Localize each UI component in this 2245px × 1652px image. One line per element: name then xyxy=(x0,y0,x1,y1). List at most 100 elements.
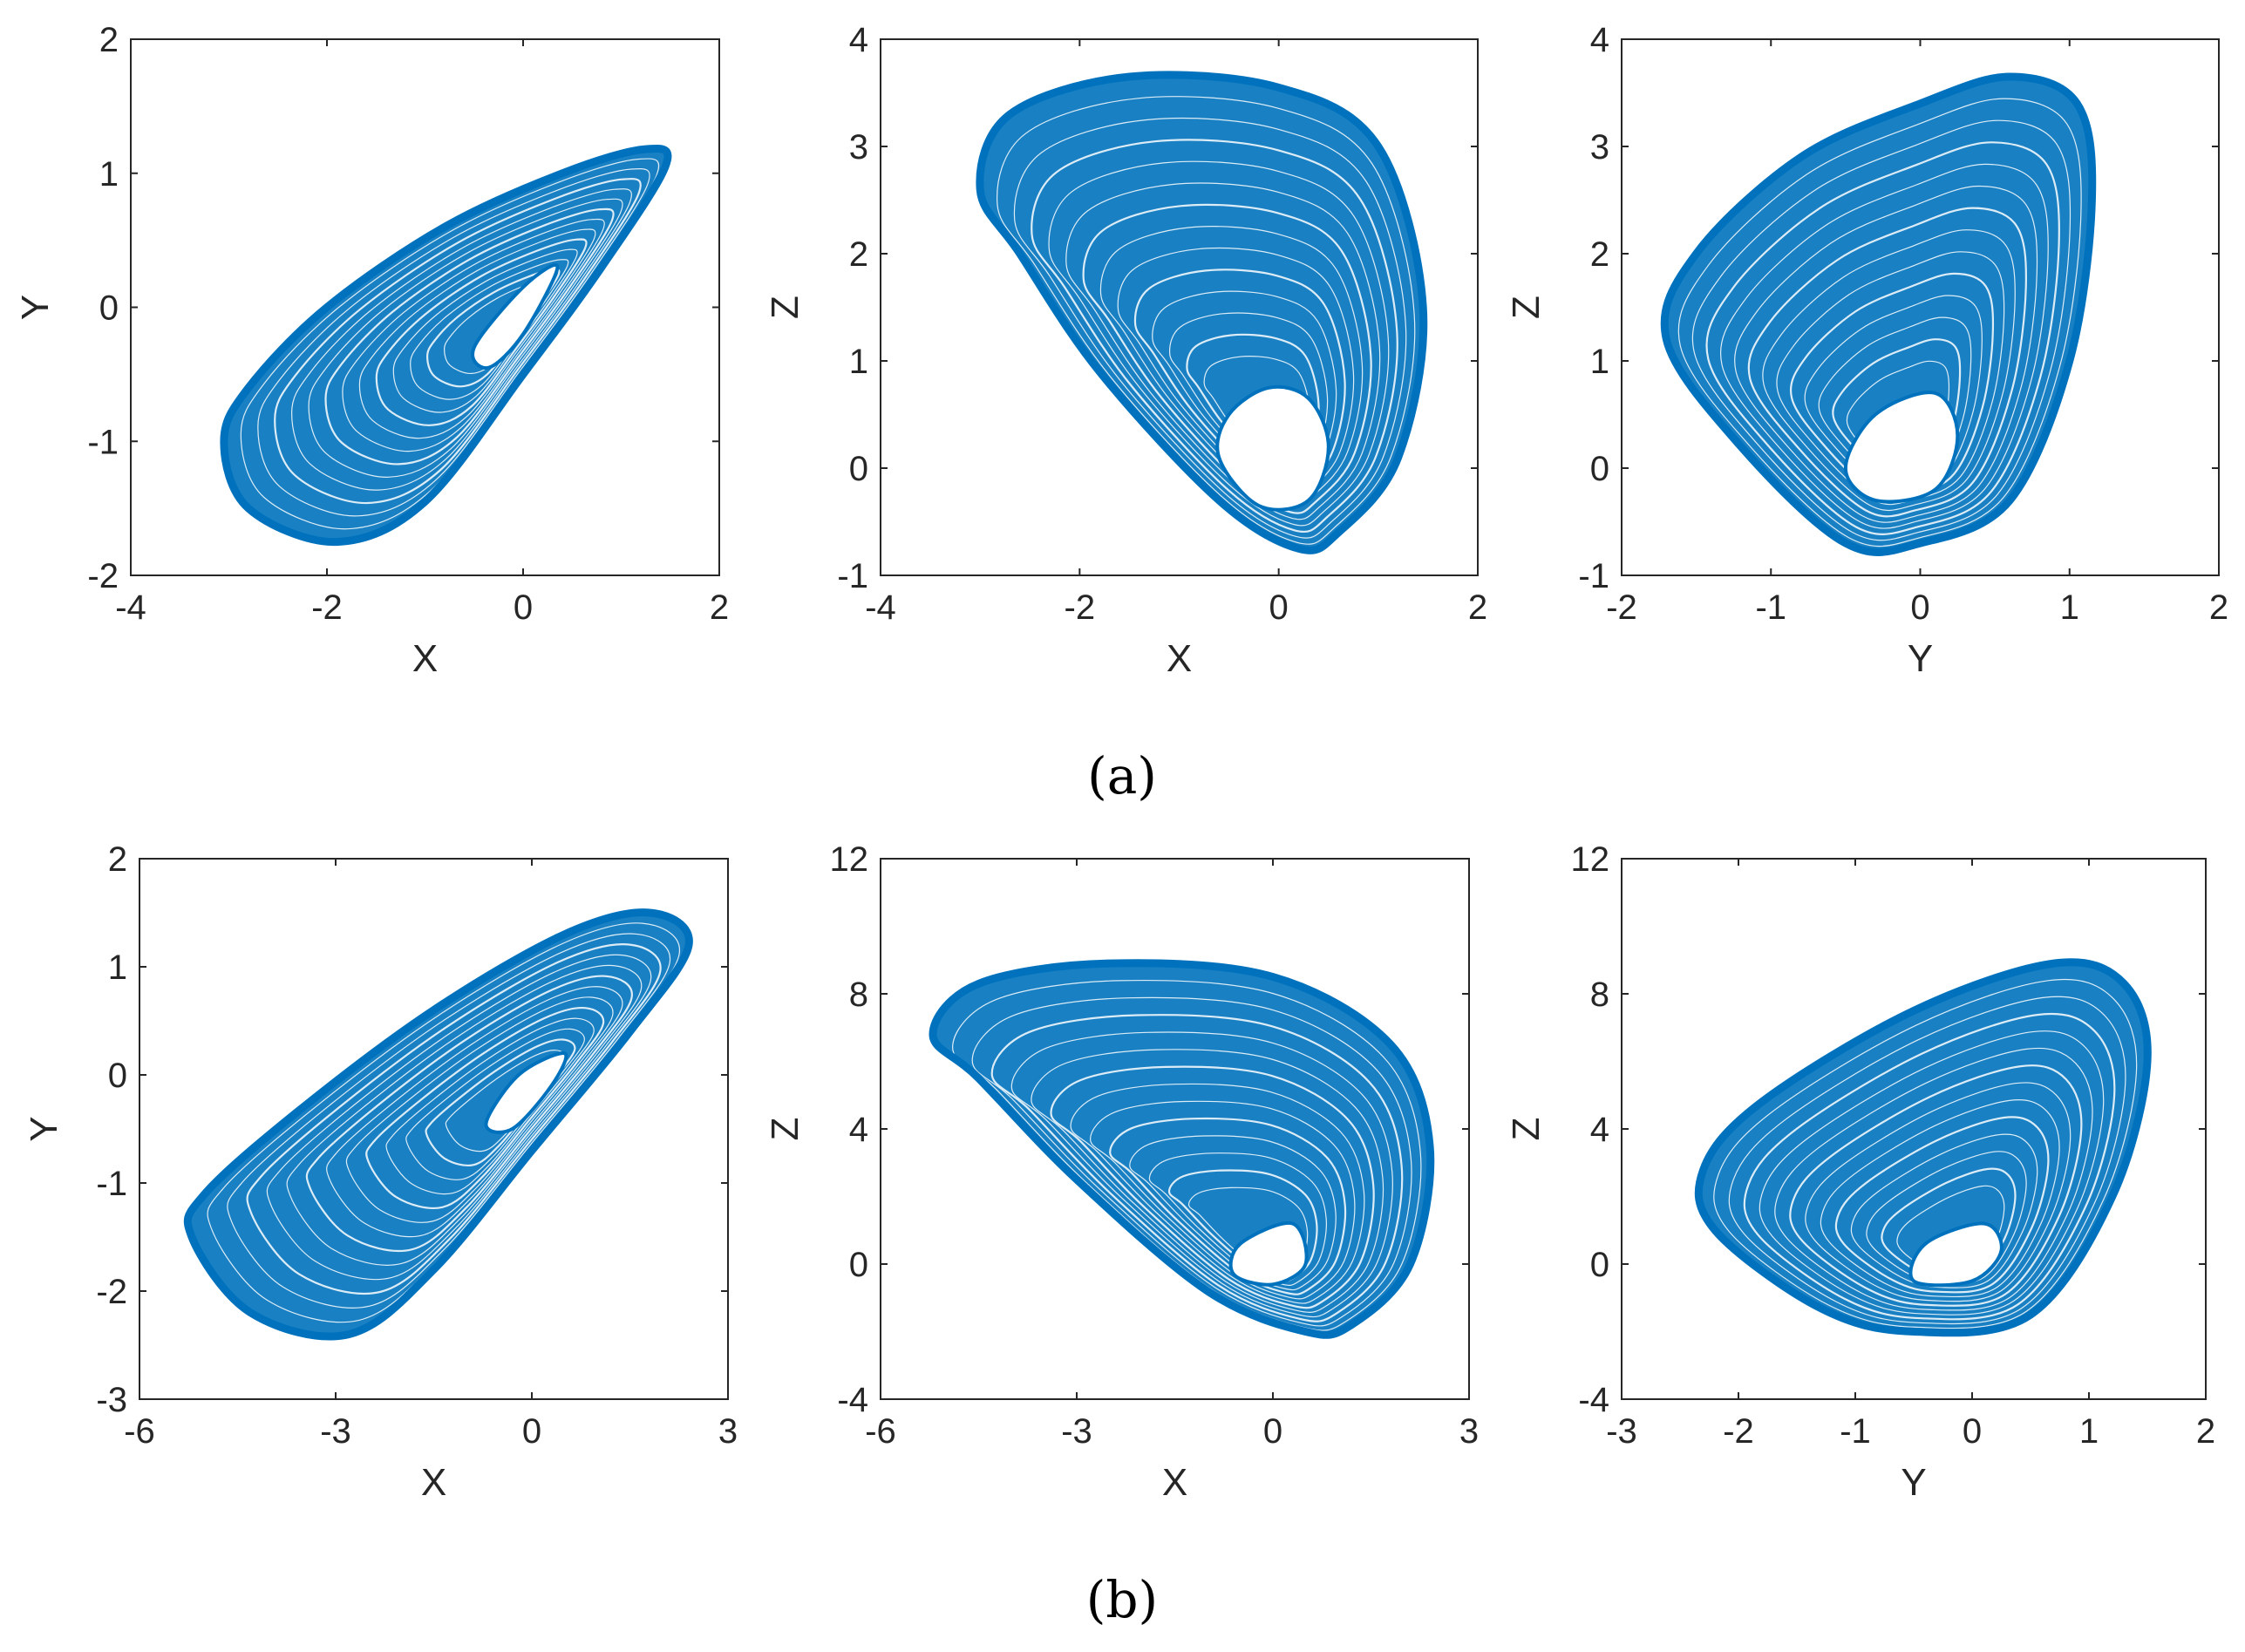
x-tick-label: -3 xyxy=(1606,1412,1637,1451)
y-tick-label: -2 xyxy=(96,1273,127,1311)
orbit-gap xyxy=(1705,141,2060,535)
y-axis-label: Z xyxy=(1505,296,1548,319)
orbit-band xyxy=(187,912,690,1336)
orbit-gap xyxy=(1743,1012,2116,1321)
orbit-band xyxy=(979,74,1424,551)
x-tick-label: -3 xyxy=(320,1412,351,1451)
orbit-gap xyxy=(1805,1082,2072,1302)
orbit-gap xyxy=(1728,996,2126,1325)
y-tick-label: 8 xyxy=(1590,976,1609,1014)
orbit-gap xyxy=(1820,1099,2060,1298)
orbit-gap xyxy=(308,198,623,478)
orbit-gap xyxy=(951,979,1422,1331)
orbit-gap xyxy=(1789,1064,2083,1307)
y-axis-label: Z xyxy=(764,1118,806,1141)
orbit-gap xyxy=(342,218,605,452)
orbit-gap xyxy=(1109,1117,1347,1295)
orbit-gap xyxy=(1031,1049,1384,1314)
orbit-band xyxy=(223,148,668,542)
y-tick-label: 2 xyxy=(108,840,127,879)
orbit-outer xyxy=(929,959,1435,1339)
y-tick-label: -2 xyxy=(87,557,119,595)
axes-frame xyxy=(880,38,1479,576)
orbit-gap xyxy=(1129,1135,1337,1291)
x-tick-label: 2 xyxy=(2209,588,2228,627)
orbit-hole xyxy=(1215,384,1330,512)
y-tick-label: 1 xyxy=(108,948,127,987)
orbit-gap xyxy=(365,1006,605,1209)
y-tick-label: 0 xyxy=(99,289,119,328)
orbit-outer xyxy=(183,908,693,1341)
orbit-gap xyxy=(1734,185,2038,523)
orbit-gap xyxy=(1148,1152,1327,1287)
orbit-gap xyxy=(990,1014,1404,1322)
orbit-gap xyxy=(1713,978,2138,1329)
panel-a2: -4 -2 0 2 -1 0 1 2 3 4 X Z xyxy=(764,21,1487,680)
y-tick-label: 1 xyxy=(1590,343,1609,381)
orbit-gap xyxy=(1050,1065,1375,1309)
x-tick-label: 2 xyxy=(1468,588,1487,627)
x-tick-label: 2 xyxy=(710,588,729,627)
x-tick-label: 0 xyxy=(522,1412,541,1451)
orbit-gap xyxy=(246,943,662,1295)
orbit-gap xyxy=(1762,229,2016,512)
orbit-gap xyxy=(305,975,633,1253)
attractor-b3 xyxy=(1694,958,2152,1337)
x-axis-label: X xyxy=(1162,1461,1187,1504)
y-tick-label: 3 xyxy=(1590,128,1609,167)
y-tick-label: 0 xyxy=(849,450,868,488)
x-tick-label: 3 xyxy=(718,1412,738,1451)
y-tick-label: 1 xyxy=(99,155,119,194)
orbit-gap xyxy=(1677,98,2082,547)
orbit-gap xyxy=(1099,226,1364,508)
caption-a: (a) xyxy=(1087,746,1157,806)
x-tick-label: -4 xyxy=(115,588,146,627)
orbit-gap xyxy=(1691,119,2072,541)
orbit-gap xyxy=(1010,1031,1393,1318)
y-tick-label: 0 xyxy=(108,1057,127,1095)
y-tick-label: -1 xyxy=(87,423,119,461)
y-tick-label: -4 xyxy=(837,1381,868,1419)
x-tick-label: 1 xyxy=(2060,588,2079,627)
y-tick-label: 2 xyxy=(99,21,119,59)
orbit-gap xyxy=(1065,182,1381,520)
x-tick-label: -4 xyxy=(865,588,896,627)
orbit-gap xyxy=(345,996,614,1223)
orbit-hole xyxy=(1228,1220,1309,1287)
orbit-gap xyxy=(1774,1047,2093,1311)
orbit-gap xyxy=(1013,117,1407,539)
y-tick-label: 1 xyxy=(849,343,868,381)
y-tick-label: 4 xyxy=(849,21,868,59)
orbit-gap xyxy=(290,188,633,491)
x-tick-label: -1 xyxy=(1840,1412,1871,1451)
y-tick-label: 4 xyxy=(1590,1111,1609,1149)
axes-frame xyxy=(139,858,729,1400)
orbit-outer xyxy=(1660,72,2097,556)
panel-b2: -6 -3 0 3 -4 0 4 8 12 X Z xyxy=(764,840,1479,1504)
y-tick-label: -1 xyxy=(837,557,868,595)
attractor-a1 xyxy=(220,145,672,547)
orbit-gap xyxy=(286,964,643,1266)
attractor-b1 xyxy=(183,908,693,1341)
y-tick-label: 4 xyxy=(1590,21,1609,59)
orbit-gap xyxy=(1759,1030,2105,1315)
orbit-gap xyxy=(1070,1083,1365,1304)
attractor-a3 xyxy=(1660,72,2097,556)
x-axis-label: Y xyxy=(1901,1461,1926,1504)
orbit-gap xyxy=(1834,1116,2050,1294)
orbit-gap xyxy=(971,996,1412,1327)
x-tick-label: 0 xyxy=(514,588,533,627)
y-axis-label: Y xyxy=(23,1116,65,1141)
orbit-gap xyxy=(324,207,615,466)
y-tick-label: 0 xyxy=(1590,450,1609,488)
orbit-gap xyxy=(1089,1100,1356,1300)
x-tick-label: -3 xyxy=(1061,1412,1092,1451)
orbit-gap xyxy=(1117,247,1355,502)
y-axis-label: Y xyxy=(14,295,57,320)
orbit-gap xyxy=(1719,163,2049,529)
